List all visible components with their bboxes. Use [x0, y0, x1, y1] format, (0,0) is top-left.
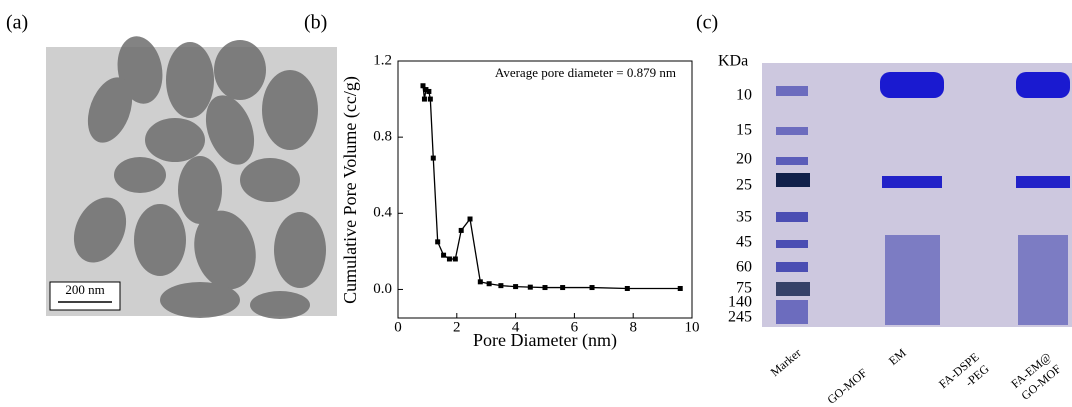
marker-label: 15: [736, 122, 752, 139]
marker-label: 35: [736, 209, 752, 226]
point: [427, 96, 433, 102]
y-tick-label: 0.8: [373, 129, 392, 145]
point: [458, 227, 464, 233]
point: [542, 285, 548, 291]
line: [422, 85, 681, 290]
point: [421, 96, 427, 102]
x-tick-label: 10: [685, 319, 700, 335]
lane-label: GO-MOF: [824, 365, 870, 406]
marker-label: 75: [736, 280, 752, 297]
point: [624, 285, 630, 291]
y-tick-label: 0.0: [373, 281, 392, 297]
lane-label: EM: [886, 345, 909, 368]
panel-label: (a): [6, 12, 28, 34]
tem-image: [46, 36, 337, 319]
point: [589, 285, 595, 291]
point: [527, 284, 533, 290]
point: [435, 239, 441, 245]
y-tick-label: 1.2: [373, 52, 392, 68]
marker-label: 20: [736, 151, 752, 168]
plot-frame: [397, 60, 693, 319]
point: [426, 88, 432, 94]
x-tick-label: 6: [571, 319, 579, 335]
marker-label: 140: [728, 294, 752, 311]
point: [420, 83, 426, 89]
point: [513, 284, 519, 290]
marker-label: 245: [728, 309, 752, 326]
point: [498, 283, 504, 289]
point: [430, 155, 436, 161]
point: [560, 285, 566, 291]
point: [477, 279, 483, 285]
marker-label: 10: [736, 87, 752, 104]
marker-label: 60: [736, 259, 752, 276]
marker-label: 25: [736, 177, 752, 194]
marker-label: 45: [736, 234, 752, 251]
panel-label: (b): [304, 12, 327, 34]
point: [677, 285, 683, 291]
gel-image: [762, 63, 1072, 327]
point: [446, 256, 452, 262]
x-tick-label: 0: [394, 319, 402, 335]
x-tick-label: 4: [512, 319, 520, 335]
x-axis-label: Pore Diameter (nm): [473, 330, 617, 351]
point: [452, 256, 458, 262]
annotation: Average pore diameter = 0.879 nm: [495, 65, 676, 80]
point: [423, 87, 429, 93]
x-tick-label: 2: [453, 319, 461, 335]
point: [467, 216, 473, 222]
scale-bar-label: 200 nm: [65, 282, 104, 297]
unit-label: KDa: [718, 53, 748, 70]
y-tick-label: 0.4: [373, 205, 392, 221]
lane-label: Marker: [768, 346, 804, 379]
panel-label: (c): [696, 12, 718, 34]
y-axis-label: Cumulative Pore Volume (cc/g): [340, 76, 361, 304]
point: [486, 281, 492, 287]
x-tick-label: 8: [629, 319, 637, 335]
point: [441, 252, 447, 258]
